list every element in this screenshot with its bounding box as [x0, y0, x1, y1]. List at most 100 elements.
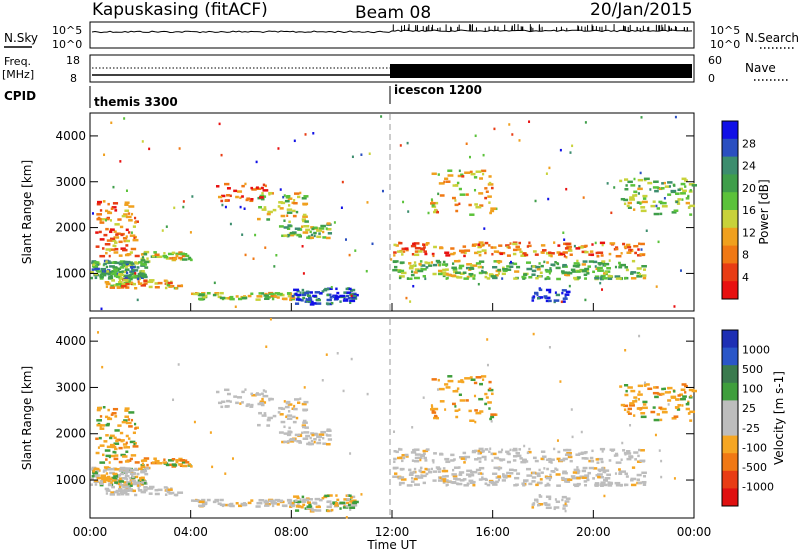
velocity-cell: [123, 419, 128, 422]
power-cell: [289, 292, 293, 296]
velocity-cell: [573, 483, 578, 487]
power-cell: [125, 282, 130, 286]
power-cell: [630, 272, 634, 275]
power-ylabel: Slant Range [km]: [20, 160, 34, 264]
power-cell: [661, 201, 667, 205]
velocity-cell: [512, 459, 517, 462]
velocity-cell: [581, 457, 587, 460]
velocity-cell: [112, 472, 118, 476]
power-cell: [368, 152, 371, 155]
power-cell: [450, 247, 455, 250]
power-cell: [293, 201, 298, 205]
power-cell: [123, 261, 130, 264]
velocity-cell: [426, 468, 431, 471]
velocity-cell: [658, 393, 663, 396]
power-cell: [112, 202, 119, 205]
velocity-cell: [684, 391, 687, 394]
power-cell: [576, 259, 579, 263]
velocity-cell: [623, 451, 628, 455]
velocity-cell: [587, 471, 592, 475]
velocity-cell: [109, 443, 115, 447]
power-cell: [105, 260, 109, 263]
velocity-cell: [111, 412, 117, 415]
power-cell: [572, 264, 578, 268]
power-cell: [484, 241, 489, 245]
velocity-cell: [623, 408, 627, 411]
velocity-cell: [289, 499, 293, 502]
velocity-cell: [140, 464, 145, 467]
velocity-cell: [327, 500, 332, 503]
power-cell: [522, 252, 526, 255]
velocity-cell: [673, 390, 676, 393]
velocity-cell: [550, 470, 555, 473]
velocity-cell: [600, 481, 606, 484]
power-cell: [105, 265, 109, 269]
velocity-cell: [293, 407, 298, 411]
power-cell: [447, 174, 454, 177]
velocity-cell: [667, 399, 672, 402]
power-cell: [562, 297, 568, 300]
velocity-cell: [575, 471, 580, 475]
velocity-cell: [583, 480, 588, 483]
velocity-cell: [636, 407, 640, 410]
power-cell: [109, 286, 116, 289]
power-cell: [484, 187, 488, 190]
velocity-cell: [439, 400, 445, 403]
power-cell: [673, 209, 679, 212]
velocity-cell: [438, 387, 445, 391]
power-cell: [568, 247, 572, 250]
velocity-cell: [268, 499, 275, 503]
power-cell: [413, 271, 418, 274]
velocity-cell: [393, 460, 396, 464]
velocity-cell: [125, 421, 132, 425]
velocity-cell: [193, 499, 199, 503]
power-cell: [488, 244, 491, 247]
power-cell: [229, 194, 232, 198]
velocity-cell: [615, 461, 622, 464]
power-cell: [306, 294, 312, 298]
velocity-cell: [627, 386, 633, 389]
velocity-cell: [633, 396, 638, 399]
velocity-cell: [107, 483, 113, 487]
power-cell: [392, 268, 398, 272]
power-cell: [224, 205, 227, 209]
power-cell: [481, 266, 484, 269]
power-cell: [213, 281, 216, 285]
velocity-cell: [211, 465, 214, 469]
velocity-cell: [568, 453, 572, 457]
power-cell: [102, 273, 107, 277]
power-cell: [482, 271, 487, 274]
velocity-cell: [497, 468, 501, 471]
power-cell: [265, 296, 271, 299]
power-cell: [407, 210, 410, 213]
power-cell: [478, 241, 484, 244]
power-cell: [131, 269, 135, 272]
power-cell: [562, 251, 568, 254]
velocity-cell: [637, 481, 643, 485]
power-cell: [250, 197, 254, 201]
velocity-colorbar-cell: [722, 365, 738, 384]
power-cell: [318, 292, 323, 295]
velocity-cell: [512, 448, 518, 452]
power-cell: [107, 277, 113, 280]
velocity-cell: [431, 378, 437, 381]
power-cell: [564, 293, 570, 296]
power-cell: [658, 200, 663, 204]
velocity-cell: [105, 454, 111, 458]
velocity-cell: [135, 426, 139, 430]
velocity-cell: [537, 503, 540, 507]
time-tick-label: 04:00: [173, 525, 208, 539]
power-cell: [113, 230, 117, 233]
power-cell: [562, 265, 565, 268]
power-cell: [113, 251, 119, 254]
power-cell: [262, 189, 269, 192]
velocity-cell: [96, 423, 102, 427]
velocity-colorbar-tick: -25: [742, 422, 760, 435]
power-cell: [94, 267, 100, 271]
velocity-cell: [122, 485, 129, 489]
velocity-cell: [677, 403, 682, 407]
power-cell: [640, 209, 647, 213]
velocity-cell: [278, 406, 283, 410]
velocity-cell: [637, 393, 643, 396]
velocity-cell: [501, 479, 506, 482]
